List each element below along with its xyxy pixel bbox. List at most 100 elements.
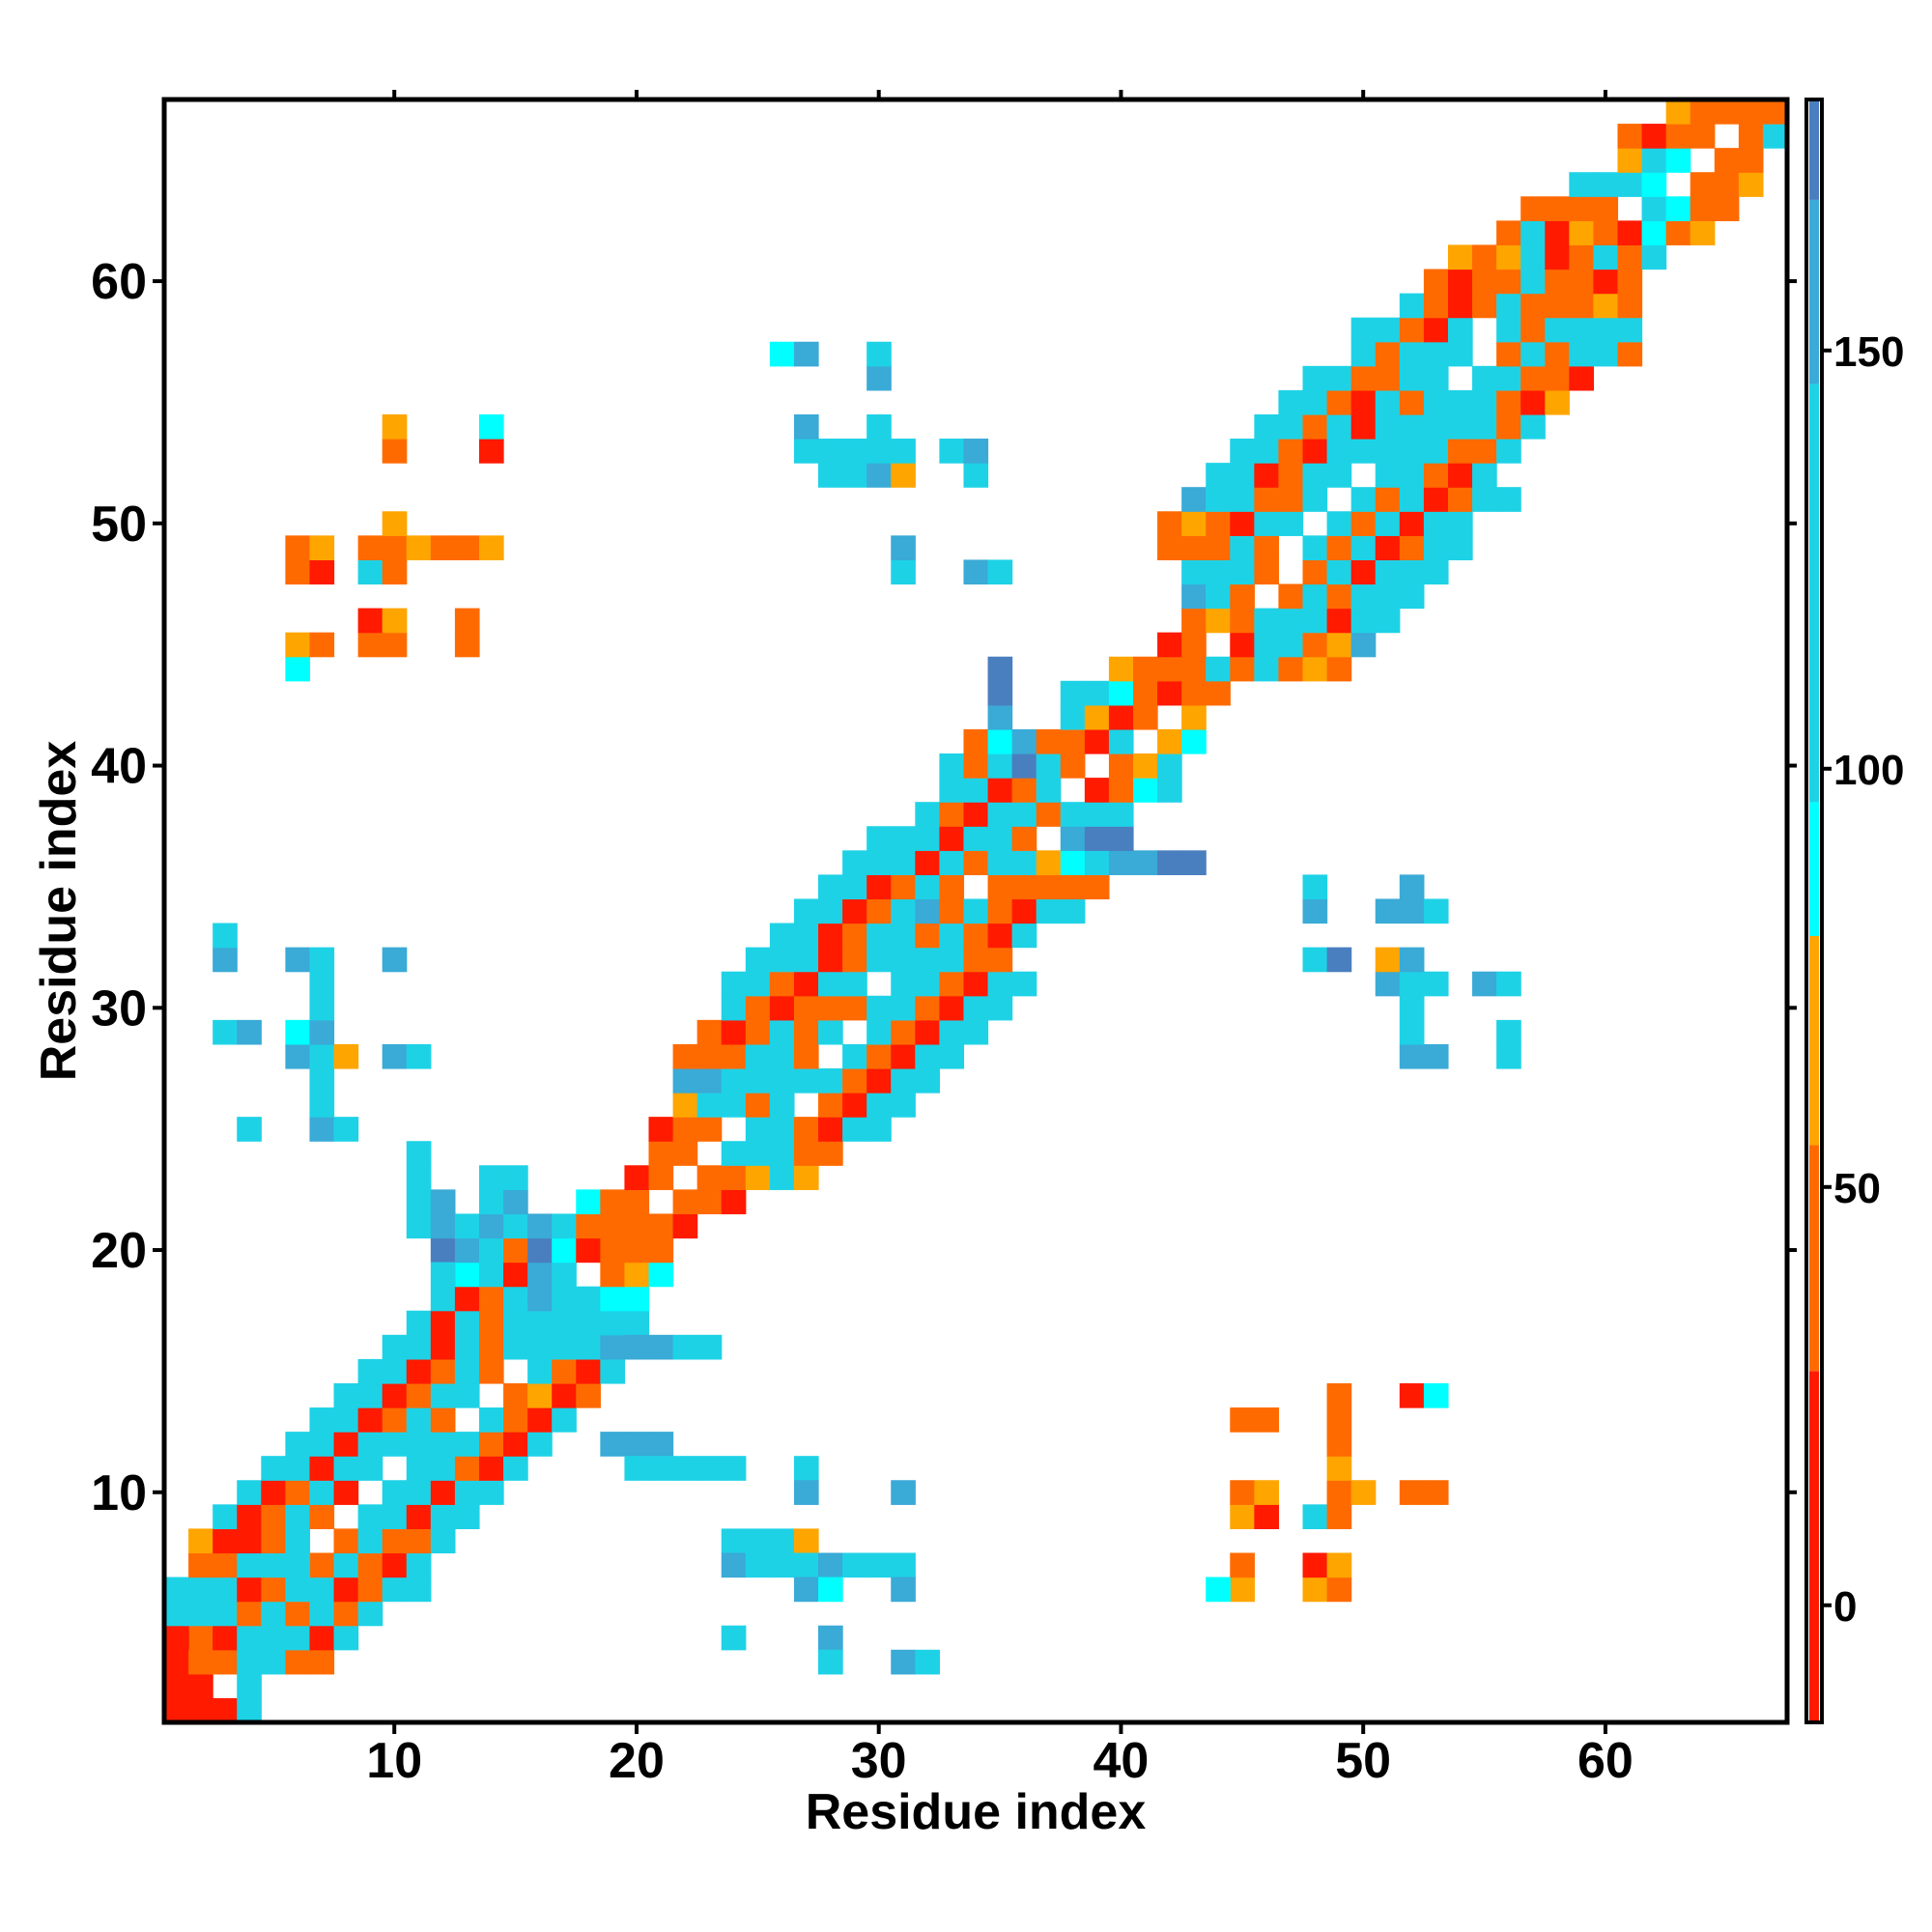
heatmap-cell	[1011, 971, 1037, 997]
heatmap-cell	[1375, 341, 1401, 367]
heatmap-cell	[478, 1237, 504, 1264]
heatmap-cell	[1714, 99, 1740, 125]
heatmap-cell	[576, 1189, 601, 1215]
heatmap-cell	[769, 1528, 795, 1554]
heatmap-cell	[285, 1625, 311, 1651]
heatmap-cell	[1181, 535, 1207, 561]
heatmap-cell	[1326, 535, 1352, 561]
heatmap-cell	[1326, 1504, 1352, 1529]
heatmap-cell	[527, 1310, 553, 1336]
heatmap-cell	[1108, 778, 1134, 803]
heatmap-cell	[261, 1601, 286, 1627]
heatmap-cell	[1254, 1504, 1280, 1529]
heatmap-cell	[333, 1117, 359, 1142]
heatmap-cell	[503, 1189, 528, 1215]
heatmap-cell	[672, 1334, 698, 1360]
heatmap-cell	[1569, 365, 1594, 391]
heatmap-cell	[1060, 704, 1086, 730]
heatmap-cell	[1108, 850, 1134, 875]
heatmap-cell	[721, 1165, 747, 1190]
heatmap-cell	[915, 1067, 940, 1094]
heatmap-cell	[1569, 172, 1594, 197]
heatmap-cell	[1278, 583, 1304, 610]
heatmap-cell	[552, 1407, 577, 1433]
heatmap-cell	[1545, 317, 1570, 343]
heatmap-cell	[1108, 753, 1134, 779]
heatmap-cell	[1230, 608, 1255, 634]
heatmap-cell	[357, 559, 384, 585]
heatmap-cell	[963, 826, 989, 851]
heatmap-cell	[1132, 656, 1158, 682]
heatmap-cell	[842, 463, 867, 488]
heatmap-cell	[1108, 704, 1134, 730]
heatmap-cell	[1423, 439, 1449, 464]
heatmap-cell	[1593, 244, 1619, 270]
heatmap-cell	[939, 874, 965, 900]
heatmap-cell	[1060, 850, 1086, 875]
heatmap-cell	[793, 1043, 819, 1069]
heatmap-cell	[1060, 802, 1086, 827]
heatmap-cell	[478, 1286, 504, 1312]
heatmap-cell	[624, 1310, 650, 1336]
heatmap-cell	[1157, 850, 1182, 875]
heatmap-cell	[1423, 341, 1449, 367]
heatmap-cell	[552, 1286, 577, 1312]
heatmap-cell	[309, 1480, 335, 1505]
heatmap-cell	[1302, 656, 1328, 682]
heatmap-cell	[1326, 1552, 1352, 1578]
colorbar-tick-label: 100	[1833, 747, 1904, 794]
heatmap-cell	[1569, 244, 1594, 270]
colorbar-band	[1809, 935, 1819, 1146]
heatmap-cell	[1665, 148, 1691, 173]
heatmap-cell	[1350, 487, 1377, 512]
heatmap-cell	[1350, 632, 1377, 658]
heatmap-cell	[382, 632, 408, 658]
heatmap-cell	[406, 1165, 432, 1190]
heatmap-cell	[648, 1141, 674, 1166]
heatmap-cell	[1084, 680, 1110, 706]
heatmap-cell	[309, 1552, 335, 1578]
heatmap-cell	[1399, 365, 1425, 391]
heatmap-cell	[237, 1528, 262, 1554]
heatmap-cell	[1423, 269, 1449, 295]
x-tick-label: 30	[851, 1733, 907, 1789]
heatmap-cell	[333, 1480, 359, 1505]
heatmap-cell	[382, 608, 408, 634]
heatmap-cell	[430, 1358, 456, 1384]
heatmap-cell	[696, 1189, 723, 1215]
heatmap-cell	[1399, 413, 1425, 440]
heatmap-cell	[1617, 148, 1643, 173]
heatmap-cell	[672, 1456, 698, 1481]
heatmap-cell	[696, 1334, 723, 1360]
colorbar-band	[1809, 384, 1819, 803]
heatmap-cell	[1230, 1504, 1255, 1529]
heatmap-cell	[769, 1043, 795, 1069]
heatmap-cell	[552, 1310, 577, 1336]
heatmap-cell	[1181, 704, 1207, 730]
heatmap-cell	[891, 1043, 916, 1069]
heatmap-cell	[164, 1673, 189, 1699]
heatmap-cell	[576, 1310, 601, 1336]
heatmap-cell	[745, 1093, 771, 1118]
heatmap-cell	[891, 923, 916, 949]
heatmap-cell	[478, 1165, 504, 1190]
heatmap-cell	[309, 1043, 335, 1069]
heatmap-cell	[891, 826, 916, 851]
heatmap-cell	[939, 995, 965, 1021]
heatmap-cell	[1472, 389, 1497, 415]
heatmap-cell	[1399, 389, 1425, 415]
heatmap-cell	[1206, 608, 1231, 634]
heatmap-cell	[1375, 317, 1401, 343]
heatmap-cell	[430, 1528, 456, 1554]
heatmap-cell	[1254, 413, 1280, 440]
heatmap-cell	[1423, 971, 1449, 997]
heatmap-cell	[188, 1528, 213, 1554]
heatmap-cell	[357, 1577, 384, 1603]
heatmap-cell	[503, 1432, 528, 1457]
heatmap-cell	[237, 1117, 262, 1142]
heatmap-cell	[1350, 511, 1377, 536]
heatmap-cell	[745, 971, 771, 997]
heatmap-cell	[1084, 704, 1110, 730]
heatmap-cell	[1181, 680, 1207, 706]
heatmap-cell	[939, 971, 965, 997]
